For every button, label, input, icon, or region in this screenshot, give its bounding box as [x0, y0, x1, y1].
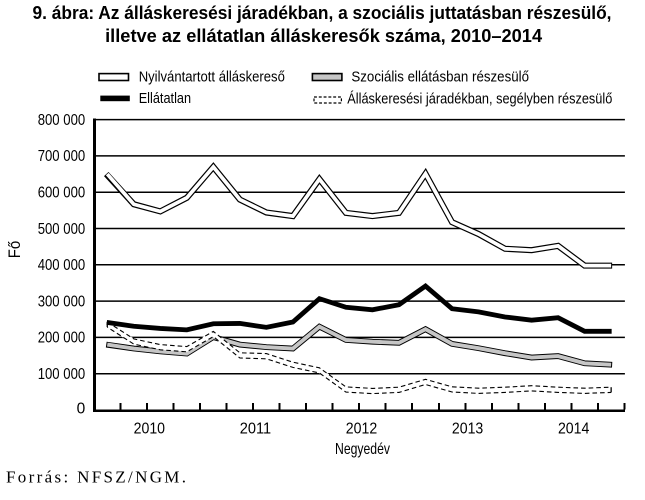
svg-text:800 000: 800 000: [38, 112, 86, 129]
svg-text:200 000: 200 000: [38, 330, 86, 347]
svg-text:600 000: 600 000: [38, 185, 86, 202]
svg-text:500 000: 500 000: [38, 221, 86, 238]
svg-text:2012: 2012: [346, 421, 377, 438]
svg-text:300 000: 300 000: [38, 293, 86, 310]
svg-text:400 000: 400 000: [38, 257, 86, 274]
svg-text:Negyedév: Negyedév: [335, 441, 390, 458]
svg-text:Szociális ellátásban részesülő: Szociális ellátásban részesülő: [351, 69, 529, 86]
svg-text:Fő: Fő: [6, 241, 24, 259]
svg-text:2013: 2013: [452, 421, 483, 438]
svg-text:0: 0: [77, 401, 86, 418]
svg-text:700 000: 700 000: [38, 148, 86, 165]
svg-text:2010: 2010: [134, 421, 165, 438]
svg-text:Nyilvántartott álláskereső: Nyilvántartott álláskereső: [139, 69, 285, 86]
svg-text:Ellátatlan: Ellátatlan: [139, 90, 191, 107]
svg-text:Álláskeresési járadékban, segé: Álláskeresési járadékban, segélyben rész…: [347, 90, 612, 107]
svg-text:9. ábra: Az álláskeresési jára: 9. ábra: Az álláskeresési járadékban, a …: [33, 3, 612, 23]
svg-text:100 000: 100 000: [38, 366, 86, 383]
svg-text:2011: 2011: [240, 421, 271, 438]
svg-text:2014: 2014: [558, 421, 589, 438]
svg-text:illetve az ellátatlan állásker: illetve az ellátatlan álláskeresők száma…: [105, 26, 542, 46]
svg-text:Forrás: NFSZ/NGM.: Forrás: NFSZ/NGM.: [6, 468, 186, 487]
